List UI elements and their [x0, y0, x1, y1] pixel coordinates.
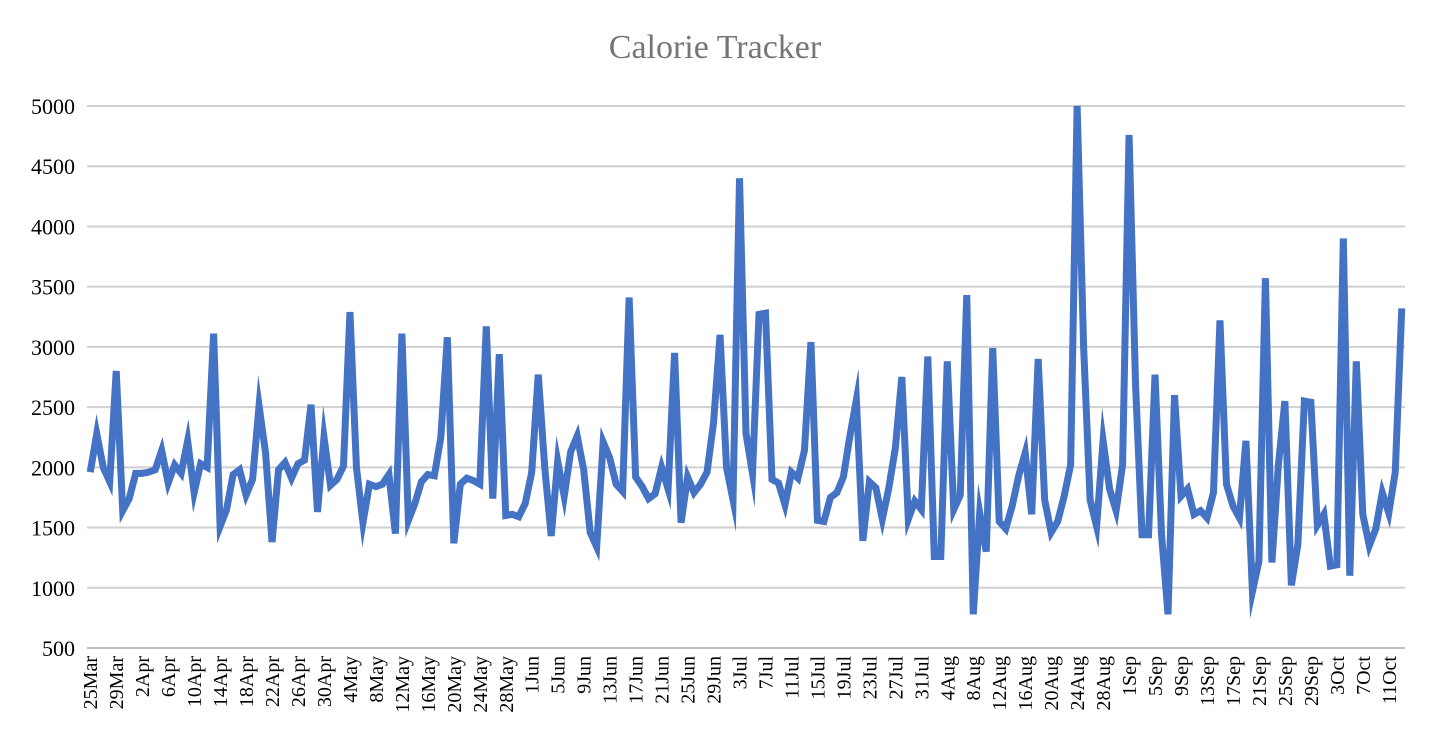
x-tick-label: 12Aug [989, 656, 1011, 710]
x-tick-label: 25Sep [1275, 656, 1297, 706]
x-tick-label: 25Mar [80, 656, 102, 710]
x-tick-label: 7Oct [1353, 656, 1375, 695]
x-tick-label: 16May [418, 656, 440, 713]
series-lines [86, 105, 1406, 619]
x-tick-label: 3Jul [730, 656, 752, 690]
x-tick-label: 18Apr [236, 656, 258, 707]
y-tick-label: 5000 [31, 94, 75, 119]
x-tick-label: 24Aug [1067, 656, 1089, 710]
y-tick-label: 4500 [31, 154, 75, 179]
x-tick-label: 14Apr [210, 656, 232, 707]
x-tick-label: 28May [496, 656, 518, 713]
x-tick-label: 15Jul [807, 656, 829, 700]
y-tick-label: 4000 [31, 214, 75, 239]
x-tick-label: 8Aug [963, 656, 985, 700]
x-tick-label: 25Jun [678, 656, 700, 704]
x-tick-label: 1Jun [522, 656, 544, 694]
x-tick-label: 29Jun [704, 656, 726, 704]
x-tick-label: 9Sep [1171, 656, 1193, 696]
y-tick-label: 2000 [31, 455, 75, 480]
x-tick-label: 17Sep [1223, 656, 1245, 706]
x-axis-tick-labels: 25Mar 29Mar 2Apr 6Apr 10Apr 14Apr 18Apr 22Apr 26… [80, 656, 1401, 713]
x-tick-label: 9Jun [574, 656, 596, 694]
x-tick-label: 1Sep [1119, 656, 1141, 696]
x-tick-label: 13Sep [1197, 656, 1219, 706]
x-tick-label: 3Oct [1327, 656, 1349, 695]
y-axis-tick-labels: 500 1000 1500 2000 2500 3000 3500 4000 4500 5000 [31, 94, 75, 661]
x-tick-label: 7Jul [755, 656, 777, 690]
x-tick-label: 19Jul [833, 656, 855, 700]
y-tick-label: 1000 [31, 576, 75, 601]
x-tick-label: 21Jun [652, 656, 674, 704]
x-tick-label: 26Apr [288, 656, 310, 707]
y-tick-label: 500 [42, 636, 75, 661]
x-tick-label: 24May [470, 656, 492, 713]
x-tick-label: 17Jun [626, 656, 648, 704]
x-tick-label: 12May [392, 656, 414, 713]
y-tick-label: 3000 [31, 335, 75, 360]
x-tick-label: 31Jul [911, 656, 933, 700]
y-tick-label: 2500 [31, 395, 75, 420]
x-tick-label: 11Jul [781, 656, 803, 699]
y-tick-label: 1500 [31, 516, 75, 541]
x-tick-label: 22Apr [262, 656, 284, 707]
x-tick-label: 11Oct [1379, 656, 1401, 705]
x-tick-label: 2Apr [132, 656, 154, 697]
chart-title: Calorie Tracker [609, 29, 822, 66]
x-tick-label: 20Aug [1041, 656, 1063, 710]
x-tick-label: 5Jun [548, 656, 570, 694]
x-tick-label: 29Sep [1301, 656, 1323, 706]
x-tick-label: 30Apr [314, 656, 336, 707]
x-tick-label: 23Jul [859, 656, 881, 700]
x-tick-label: 29Mar [106, 656, 128, 710]
x-tick-label: 28Aug [1093, 656, 1115, 710]
y-tick-label: 3500 [31, 275, 75, 300]
x-tick-label: 10Apr [184, 656, 206, 707]
x-tick-label: 4May [340, 656, 362, 703]
x-tick-label: 8May [366, 656, 388, 703]
x-tick-label: 20May [444, 656, 466, 713]
x-tick-label: 6Apr [158, 656, 180, 697]
x-tick-label: 4Aug [937, 656, 959, 700]
x-tick-label: 16Aug [1015, 656, 1037, 710]
x-tick-label: 13Jun [600, 656, 622, 704]
x-tick-label: 27Jul [885, 656, 907, 700]
series-line [86, 105, 1406, 619]
x-tick-label: 5Sep [1145, 656, 1167, 696]
x-tick-label: 21Sep [1249, 656, 1271, 706]
